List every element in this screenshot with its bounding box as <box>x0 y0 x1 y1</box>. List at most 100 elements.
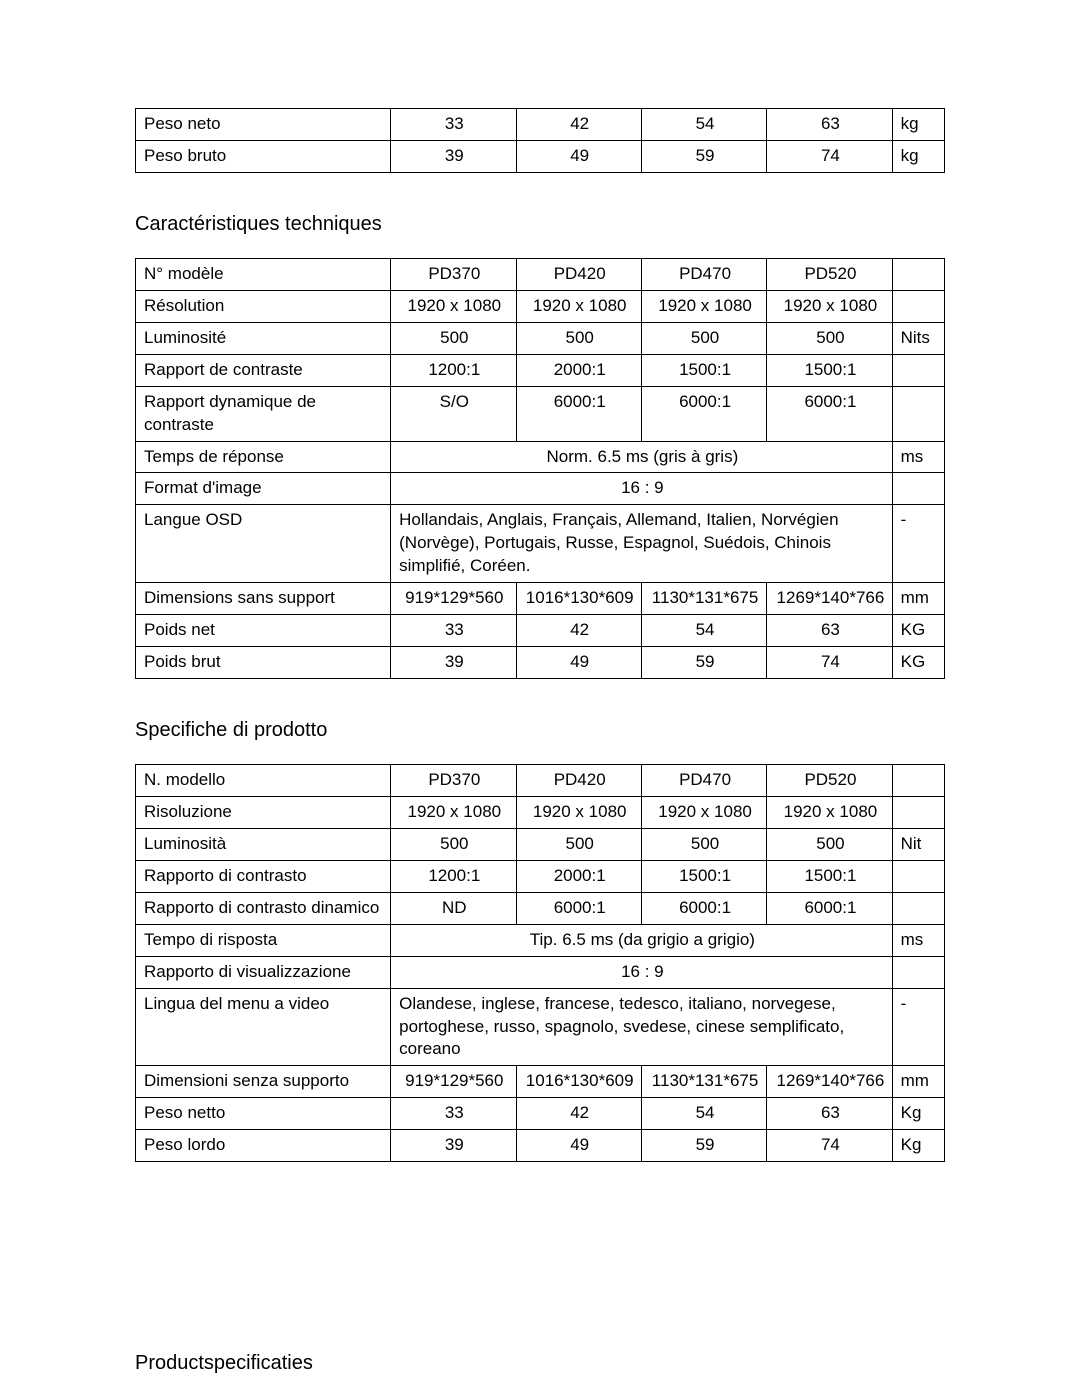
cell: 59 <box>641 647 766 679</box>
cell-span: Norm. 6.5 ms (gris à gris) <box>391 441 893 473</box>
cell: 1016*130*609 <box>516 1066 641 1098</box>
unit-cell: kg <box>892 140 944 172</box>
header-cell: PD470 <box>641 765 766 797</box>
unit-cell: Kg <box>892 1130 944 1162</box>
row-label: Langue OSD <box>136 505 391 583</box>
row-label: Dimensioni senza supporto <box>136 1066 391 1098</box>
unit-cell: Kg <box>892 1098 944 1130</box>
cell: 1500:1 <box>767 354 892 386</box>
cell: 74 <box>767 647 892 679</box>
cell: 500 <box>767 322 892 354</box>
row-label: Résolution <box>136 290 391 322</box>
cell: 2000:1 <box>516 860 641 892</box>
cell: 1269*140*766 <box>767 583 892 615</box>
cell: 42 <box>516 615 641 647</box>
table-row: Tempo di risposta Tip. 6.5 ms (da grigio… <box>136 924 945 956</box>
cell: 1920 x 1080 <box>641 796 766 828</box>
unit-cell <box>892 796 944 828</box>
section-title-it: Specifiche di prodotto <box>135 719 945 742</box>
cell: 54 <box>641 615 766 647</box>
unit-cell <box>892 956 944 988</box>
table-row: Peso bruto 39 49 59 74 kg <box>136 140 945 172</box>
cell: 919*129*560 <box>391 1066 516 1098</box>
cell: 1269*140*766 <box>767 1066 892 1098</box>
table-it: N. modello PD370 PD420 PD470 PD520 Risol… <box>135 764 945 1162</box>
table-row: Poids net 33 42 54 63 KG <box>136 615 945 647</box>
cell-span: Hollandais, Anglais, Français, Allemand,… <box>391 505 893 583</box>
header-cell: PD520 <box>767 258 892 290</box>
cell: 1130*131*675 <box>641 1066 766 1098</box>
row-label: Rapporto di visualizzazione <box>136 956 391 988</box>
table-row: Peso neto 33 42 54 63 kg <box>136 109 945 141</box>
table-row: Poids brut 39 49 59 74 KG <box>136 647 945 679</box>
cell: 59 <box>641 1130 766 1162</box>
unit-cell: - <box>892 505 944 583</box>
row-label: Poids brut <box>136 647 391 679</box>
table-row: Rapporto di contrasto 1200:1 2000:1 1500… <box>136 860 945 892</box>
unit-cell: mm <box>892 583 944 615</box>
unit-cell: ms <box>892 924 944 956</box>
table-row: Peso lordo 39 49 59 74 Kg <box>136 1130 945 1162</box>
table-row: Langue OSD Hollandais, Anglais, Français… <box>136 505 945 583</box>
header-cell: PD520 <box>767 765 892 797</box>
cell-span: 16 : 9 <box>391 473 893 505</box>
row-label: Rapporto di contrasto <box>136 860 391 892</box>
cell: 42 <box>516 1098 641 1130</box>
table-row: Risoluzione 1920 x 1080 1920 x 1080 1920… <box>136 796 945 828</box>
cell: 49 <box>516 140 641 172</box>
table-row: Résolution 1920 x 1080 1920 x 1080 1920 … <box>136 290 945 322</box>
table-top-fragment: Peso neto 33 42 54 63 kg Peso bruto 39 4… <box>135 108 945 173</box>
header-cell: PD420 <box>516 765 641 797</box>
row-label: Rapport dynamique de contraste <box>136 386 391 441</box>
row-label: Temps de réponse <box>136 441 391 473</box>
cell: 1920 x 1080 <box>516 290 641 322</box>
cell: 49 <box>516 647 641 679</box>
cell: 63 <box>767 1098 892 1130</box>
cell: 6000:1 <box>641 892 766 924</box>
cell: 1500:1 <box>641 860 766 892</box>
header-cell: PD420 <box>516 258 641 290</box>
row-label: Peso bruto <box>136 140 391 172</box>
cell: 500 <box>641 322 766 354</box>
unit-cell: ms <box>892 441 944 473</box>
table-header-row: N° modèle PD370 PD420 PD470 PD520 <box>136 258 945 290</box>
cell-span: Olandese, inglese, francese, tedesco, it… <box>391 988 893 1066</box>
row-label: Tempo di risposta <box>136 924 391 956</box>
header-label: N. modello <box>136 765 391 797</box>
cell: 1500:1 <box>641 354 766 386</box>
table-row: Rapport de contraste 1200:1 2000:1 1500:… <box>136 354 945 386</box>
cell: 6000:1 <box>516 892 641 924</box>
unit-cell: mm <box>892 1066 944 1098</box>
table-row: Luminosità 500 500 500 500 Nit <box>136 828 945 860</box>
cell: 919*129*560 <box>391 583 516 615</box>
cell: 500 <box>767 828 892 860</box>
cell: 1500:1 <box>767 860 892 892</box>
cell: 33 <box>391 109 516 141</box>
cell-span: 16 : 9 <box>391 956 893 988</box>
unit-cell <box>892 258 944 290</box>
unit-cell: kg <box>892 109 944 141</box>
unit-cell: Nits <box>892 322 944 354</box>
table-row: Format d'image 16 : 9 <box>136 473 945 505</box>
row-label: Dimensions sans support <box>136 583 391 615</box>
row-label: Peso neto <box>136 109 391 141</box>
table-header-row: N. modello PD370 PD420 PD470 PD520 <box>136 765 945 797</box>
cell-span: Tip. 6.5 ms (da grigio a grigio) <box>391 924 893 956</box>
cell: ND <box>391 892 516 924</box>
unit-cell <box>892 386 944 441</box>
header-cell: PD370 <box>391 765 516 797</box>
unit-cell <box>892 892 944 924</box>
row-label: Rapporto di contrasto dinamico <box>136 892 391 924</box>
row-label: Luminosità <box>136 828 391 860</box>
cell: 1016*130*609 <box>516 583 641 615</box>
unit-cell <box>892 473 944 505</box>
cell: 1200:1 <box>391 354 516 386</box>
header-cell: PD470 <box>641 258 766 290</box>
cell: 6000:1 <box>767 892 892 924</box>
unit-cell <box>892 765 944 797</box>
cell: 74 <box>767 140 892 172</box>
table-fr: N° modèle PD370 PD420 PD470 PD520 Résolu… <box>135 258 945 679</box>
cell: 39 <box>391 140 516 172</box>
cell: 63 <box>767 109 892 141</box>
header-label: N° modèle <box>136 258 391 290</box>
